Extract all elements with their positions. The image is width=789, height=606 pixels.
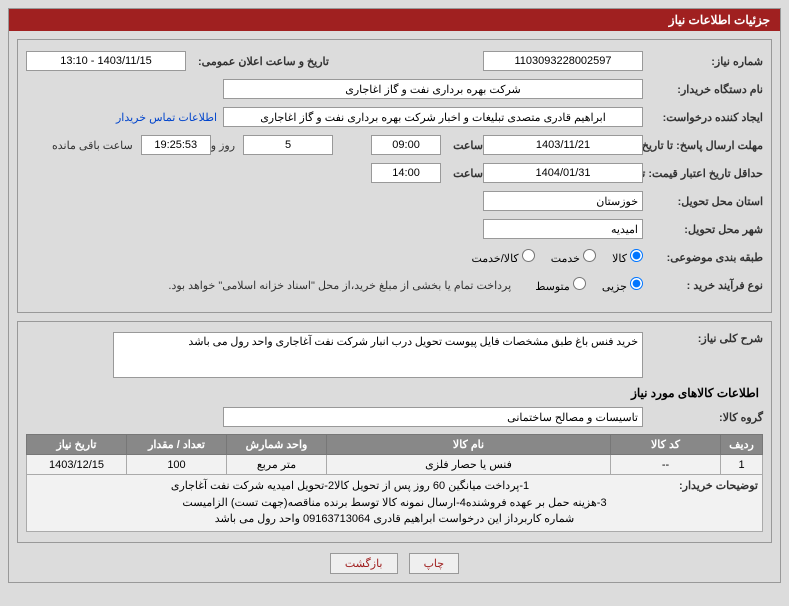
buyer-org-field[interactable] bbox=[223, 79, 643, 99]
deadline-time-field[interactable] bbox=[371, 135, 441, 155]
cat-both-radio[interactable] bbox=[522, 249, 535, 262]
category-label: طبقه بندی موضوعی: bbox=[643, 251, 763, 264]
need-title-label: شرح کلی نیاز: bbox=[643, 332, 763, 345]
countdown-field[interactable] bbox=[141, 135, 211, 155]
cell-idx: 1 bbox=[721, 455, 763, 475]
col-qty: تعداد / مقدار bbox=[127, 435, 227, 455]
detail-section: شرح کلی نیاز: اطلاعات کالاهای مورد نیاز … bbox=[17, 321, 772, 543]
panel-body: شماره نیاز: تاریخ و ساعت اعلان عمومی: نا… bbox=[9, 31, 780, 582]
buyer-notes-row: توضیحات خریدار: 1-پرداخت میانگین 60 روز … bbox=[27, 475, 763, 532]
remain-suffix-label: ساعت باقی مانده bbox=[52, 139, 133, 152]
province-field[interactable] bbox=[483, 191, 643, 211]
days-remain-field[interactable] bbox=[243, 135, 333, 155]
print-button[interactable]: چاپ bbox=[409, 553, 460, 574]
contact-link[interactable]: اطلاعات تماس خریدار bbox=[116, 111, 217, 124]
col-row: ردیف bbox=[721, 435, 763, 455]
deadline-date-field[interactable] bbox=[483, 135, 643, 155]
validity-label: حداقل تاریخ اعتبار قیمت: تا تاریخ: bbox=[643, 167, 763, 180]
creator-label: ایجاد کننده درخواست: bbox=[643, 111, 763, 124]
goods-table: ردیف کد کالا نام کالا واحد شمارش تعداد /… bbox=[26, 434, 763, 532]
proc-partial-radio[interactable] bbox=[630, 277, 643, 290]
announce-label: تاریخ و ساعت اعلان عمومی: bbox=[194, 55, 329, 68]
panel-title: جزئیات اطلاعات نیاز bbox=[9, 9, 780, 31]
city-field[interactable] bbox=[483, 219, 643, 239]
proc-medium-radio[interactable] bbox=[573, 277, 586, 290]
time-label-1: ساعت bbox=[449, 139, 483, 152]
days-and-label: روز و bbox=[211, 139, 235, 152]
cat-service-radio[interactable] bbox=[583, 249, 596, 262]
group-field[interactable] bbox=[223, 407, 643, 427]
deadline-label: مهلت ارسال پاسخ: تا تاریخ: bbox=[643, 139, 763, 152]
need-title-field[interactable] bbox=[113, 332, 643, 378]
group-label: گروه کالا: bbox=[643, 411, 763, 424]
need-no-field[interactable] bbox=[483, 51, 643, 71]
cat-both-option[interactable]: کالا/خدمت bbox=[471, 249, 534, 265]
province-label: استان محل تحویل: bbox=[643, 195, 763, 208]
details-panel: جزئیات اطلاعات نیاز شماره نیاز: تاریخ و … bbox=[8, 8, 781, 583]
header-section: شماره نیاز: تاریخ و ساعت اعلان عمومی: نا… bbox=[17, 39, 772, 313]
proc-partial-option[interactable]: جزیی bbox=[602, 277, 643, 293]
col-code: کد کالا bbox=[611, 435, 721, 455]
cat-goods-radio[interactable] bbox=[630, 249, 643, 262]
back-button[interactable]: بازگشت bbox=[330, 553, 398, 574]
button-bar: چاپ بازگشت bbox=[17, 553, 772, 574]
cell-date: 1403/12/15 bbox=[27, 455, 127, 475]
col-name: نام کالا bbox=[327, 435, 611, 455]
cat-service-option[interactable]: خدمت bbox=[551, 249, 596, 265]
validity-time-field[interactable] bbox=[371, 163, 441, 183]
table-header-row: ردیف کد کالا نام کالا واحد شمارش تعداد /… bbox=[27, 435, 763, 455]
cell-code: -- bbox=[611, 455, 721, 475]
time-label-2: ساعت bbox=[449, 167, 483, 180]
proc-medium-option[interactable]: متوسط bbox=[535, 277, 586, 293]
validity-date-field[interactable] bbox=[483, 163, 643, 183]
buyer-org-label: نام دستگاه خریدار: bbox=[643, 83, 763, 96]
creator-field[interactable] bbox=[223, 107, 643, 127]
process-note: پرداخت تمام یا بخشی از مبلغ خرید،از محل … bbox=[168, 279, 511, 292]
cell-qty: 100 bbox=[127, 455, 227, 475]
cell-name: فنس یا حصار فلزی bbox=[327, 455, 611, 475]
col-unit: واحد شمارش bbox=[227, 435, 327, 455]
cell-unit: متر مربع bbox=[227, 455, 327, 475]
col-date: تاریخ نیاز bbox=[27, 435, 127, 455]
city-label: شهر محل تحویل: bbox=[643, 223, 763, 236]
buyer-notes-text: 1-پرداخت میانگین 60 روز پس از تحویل کالا… bbox=[171, 480, 607, 525]
process-label: نوع فرآیند خرید : bbox=[643, 279, 763, 292]
need-no-label: شماره نیاز: bbox=[643, 55, 763, 68]
table-row: 1 -- فنس یا حصار فلزی متر مربع 100 1403/… bbox=[27, 455, 763, 475]
cat-goods-option[interactable]: کالا bbox=[612, 249, 643, 265]
announce-field[interactable] bbox=[26, 51, 186, 71]
goods-info-title: اطلاعات کالاهای مورد نیاز bbox=[26, 386, 759, 400]
buyer-notes-label: توضیحات خریدار: bbox=[675, 478, 758, 495]
